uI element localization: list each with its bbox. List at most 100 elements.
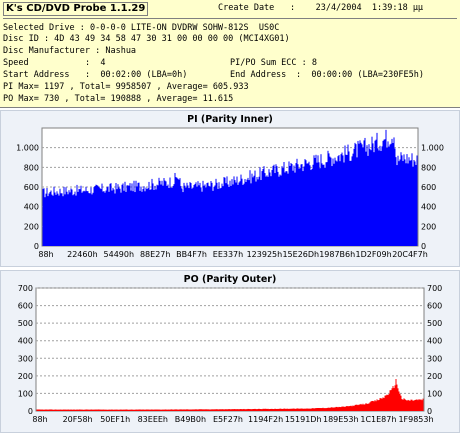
po-bar: [422, 398, 424, 411]
pi-chart: 0 0 200 200 400 400 600 600 800 800 1.000 1.000 88h 2…: [16, 127, 444, 259]
po-bar: [220, 409, 222, 411]
po-bar: [256, 409, 258, 411]
po-bar: [343, 406, 345, 411]
pi-bar: [352, 153, 354, 246]
po-bar: [315, 408, 317, 411]
po-bar: [370, 401, 372, 411]
po-bar: [171, 409, 173, 411]
po-bar: [363, 404, 365, 411]
po-bar: [322, 407, 324, 411]
pi-bar: [257, 179, 259, 246]
pi-bar: [284, 172, 286, 246]
pi-bar: [375, 139, 377, 246]
po-bar: [126, 409, 128, 411]
pi-bar: [152, 183, 154, 246]
pi-bar: [119, 188, 121, 246]
pi-bar: [208, 185, 210, 246]
po-bar: [334, 407, 336, 411]
pi-bar: [164, 180, 166, 246]
po-bar: [206, 409, 208, 411]
po-bar: [375, 401, 377, 411]
pi-bar: [270, 176, 272, 246]
pi-bar: [116, 189, 118, 246]
pi-bar: [408, 157, 410, 246]
po-bar: [115, 409, 117, 411]
po-bar: [68, 409, 70, 411]
po-bar: [243, 408, 245, 411]
po-chart-title: PO (Parity Outer): [183, 274, 277, 285]
pi-bar: [178, 179, 180, 246]
po-bar: [355, 404, 357, 411]
po-bar: [122, 409, 124, 411]
po-bar: [203, 409, 205, 411]
po-bar: [239, 409, 241, 411]
po-bar: [108, 409, 110, 411]
pi-bar: [142, 188, 144, 246]
pi-bar: [143, 186, 145, 246]
po-bar: [161, 409, 163, 411]
po-x-tick-label: 83EEEh: [138, 415, 168, 424]
po-bar: [119, 409, 121, 411]
pi-bar: [269, 172, 271, 246]
pi-bar: [258, 176, 260, 246]
po-bar: [163, 409, 165, 411]
po-bar: [70, 409, 72, 411]
pi-bar: [291, 164, 293, 246]
pi-bar: [102, 191, 104, 246]
pi-bar: [358, 143, 360, 246]
pi-bar: [296, 158, 298, 246]
header-divider: [3, 18, 457, 19]
pi-bar: [229, 180, 231, 246]
pi-bar: [263, 166, 265, 246]
po-bar: [90, 409, 92, 411]
po-bar: [98, 409, 100, 411]
pi-bar: [153, 189, 155, 246]
pi-bar: [186, 182, 188, 246]
pi-bar: [264, 173, 266, 246]
po-bar: [263, 408, 265, 411]
pi-bar: [181, 188, 183, 246]
po-bar: [282, 408, 284, 411]
pi-bar: [77, 191, 79, 246]
pi-bar: [49, 191, 51, 246]
po-bar: [331, 407, 333, 411]
po-bar: [131, 409, 133, 411]
po-bar: [292, 408, 294, 411]
pi-bar: [57, 193, 59, 246]
po-bar: [360, 403, 362, 411]
pi-bar: [389, 144, 391, 246]
po-bar: [102, 409, 104, 411]
pi-bar: [353, 148, 355, 246]
pi-bar: [113, 189, 115, 246]
po-bar: [152, 409, 154, 411]
po-bar: [112, 409, 114, 411]
po-bar: [103, 409, 105, 411]
po-bar: [390, 390, 392, 411]
disc-manufacturer: Disc Manufacturer : Nashua: [3, 46, 137, 56]
po-y-tick-label-left: 700: [18, 284, 33, 293]
po-bar: [336, 406, 338, 411]
po-bar: [348, 406, 350, 411]
po-bar: [140, 409, 142, 411]
po-bar: [208, 409, 210, 411]
po-y-tick-label-left: 600: [18, 302, 33, 311]
pi-bar: [74, 191, 76, 246]
pi-bar: [43, 188, 45, 246]
pi-bar: [324, 167, 326, 246]
pi-bar: [210, 181, 212, 246]
pi-bar: [370, 150, 372, 246]
po-bar: [291, 408, 293, 411]
po-bar: [261, 409, 263, 411]
po-bar: [368, 403, 370, 411]
po-y-tick-label-right: 700: [427, 284, 442, 293]
po-bar: [114, 409, 116, 411]
po-bar: [63, 409, 65, 411]
po-bar: [52, 409, 54, 411]
po-bar: [244, 409, 246, 411]
pi-bar: [235, 182, 237, 246]
po-bar: [406, 400, 408, 411]
pi-bar: [307, 163, 309, 246]
pi-bar: [84, 191, 86, 246]
pi-bar: [355, 144, 357, 246]
pi-bar: [232, 184, 234, 246]
